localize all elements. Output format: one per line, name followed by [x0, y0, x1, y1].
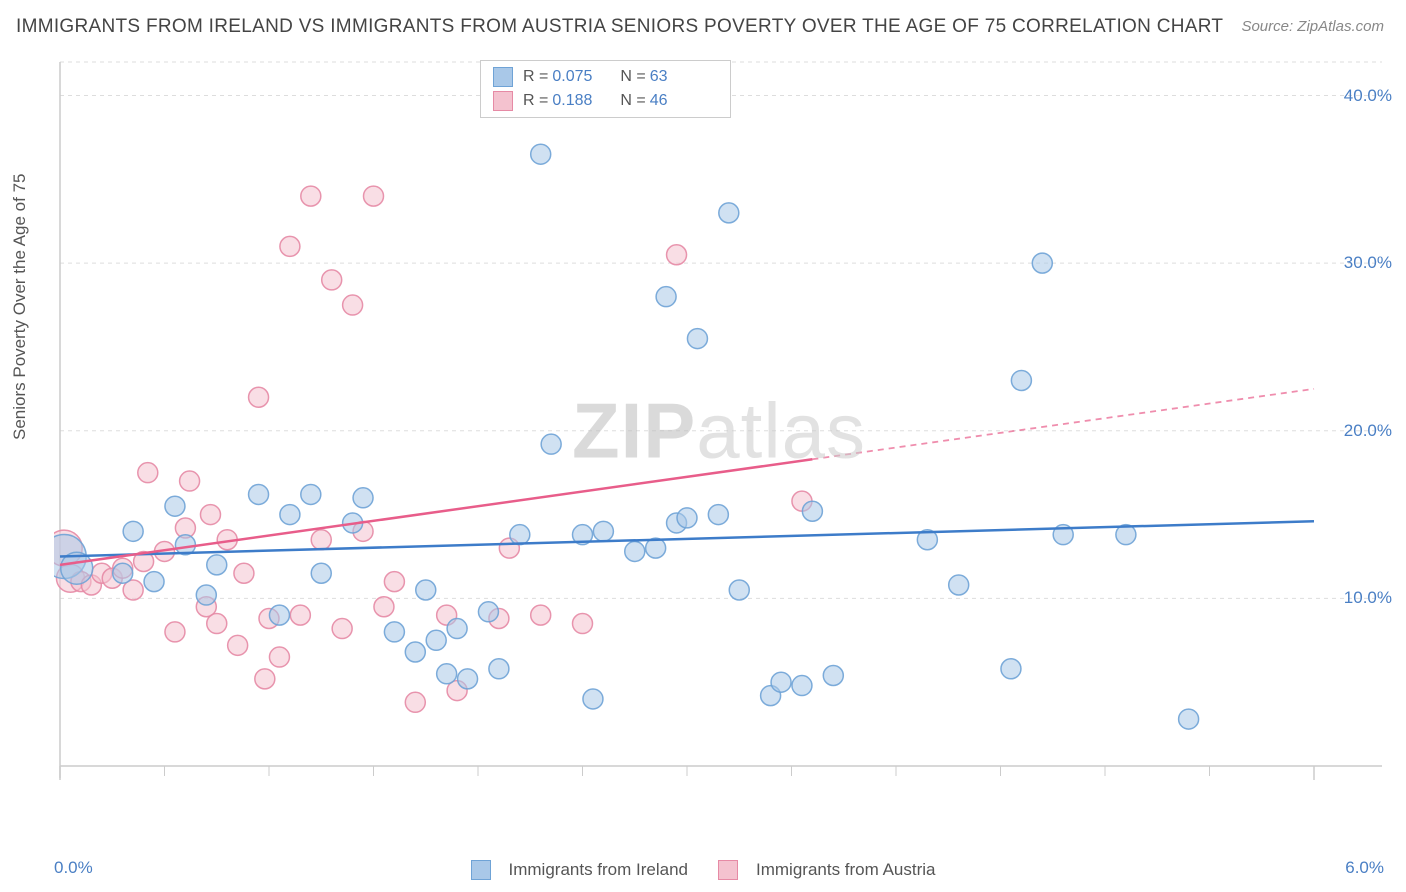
source-attribution: Source: ZipAtlas.com [1241, 18, 1384, 35]
plot-area: ZIPatlas [54, 56, 1384, 806]
y-tick-label: 20.0% [1344, 421, 1392, 441]
y-axis-label: Seniors Poverty Over the Age of 75 [10, 174, 30, 440]
swatch-austria [718, 860, 738, 880]
y-tick-label: 10.0% [1344, 588, 1392, 608]
r-label: R = [523, 68, 548, 86]
r-value: 0.188 [552, 92, 602, 110]
chart-svg [54, 56, 1384, 806]
bottom-legend: Immigrants from Ireland Immigrants from … [0, 860, 1406, 880]
stats-row-austria: R = 0.188 N = 46 [481, 89, 730, 113]
n-label: N = [620, 92, 645, 110]
n-value: 46 [650, 92, 700, 110]
r-value: 0.075 [552, 68, 602, 86]
legend-label: Immigrants from Austria [756, 860, 936, 880]
correlation-chart: IMMIGRANTS FROM IRELAND VS IMMIGRANTS FR… [0, 0, 1406, 892]
n-label: N = [620, 68, 645, 86]
chart-title: IMMIGRANTS FROM IRELAND VS IMMIGRANTS FR… [16, 16, 1223, 38]
legend-item-ireland: Immigrants from Ireland [471, 860, 689, 880]
legend-item-austria: Immigrants from Austria [718, 860, 936, 880]
stats-row-ireland: R = 0.075 N = 63 [481, 65, 730, 89]
legend-label: Immigrants from Ireland [509, 860, 689, 880]
n-value: 63 [650, 68, 700, 86]
y-tick-label: 40.0% [1344, 86, 1392, 106]
swatch-austria [493, 91, 513, 111]
y-tick-label: 30.0% [1344, 253, 1392, 273]
stats-legend: R = 0.075 N = 63 R = 0.188 N = 46 [480, 60, 731, 118]
r-label: R = [523, 92, 548, 110]
swatch-ireland [493, 67, 513, 87]
swatch-ireland [471, 860, 491, 880]
